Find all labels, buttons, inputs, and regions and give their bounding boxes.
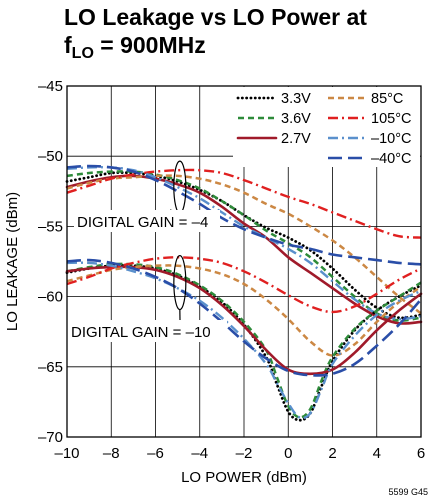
annotation-gain-10: DIGITAL GAIN = –10 [71,324,211,341]
x-tick-label: 6 [417,445,425,462]
legend-background [233,87,420,167]
x-tick-label: 0 [284,445,292,462]
series-line-gain-10 [66,256,422,314]
x-tick-label: –4 [191,445,208,462]
title-subscript: LO [71,45,94,62]
legend-label: 3.3V [281,91,311,107]
gain-10-label-bg [67,320,227,342]
series-line-gain-4 [66,174,422,315]
x-tick-label: 2 [328,445,336,462]
annotation-gain-4: DIGITAL GAIN = –4 [77,214,208,231]
x-axis-label: LO POWER (dBm) [181,469,307,486]
legend-label: 3.6V [281,111,311,127]
series-line-gain-10 [66,258,422,377]
legend-label: –40°C [371,151,411,167]
series-line-gain-4 [66,168,422,239]
y-tick-label: –45 [38,78,63,95]
x-tick-label: –2 [236,445,253,462]
gain-10-ellipse [173,254,187,311]
y-tick-label: –50 [38,148,63,165]
x-tick-label: 4 [373,445,381,462]
x-tick-label: –8 [103,445,120,462]
series-line-gain-4 [66,164,422,266]
series-line-gain-10 [66,261,422,420]
title-rest: = 900MHz [93,32,206,58]
legend-label: 2.7V [281,131,311,147]
tick-labels: –10 –8 –6 –4 –2 0 2 4 6 –70 –65 –60 –55 –50 –45 [38,78,425,462]
x-tick-label: –10 [54,445,79,462]
chart-title-line2: fLO = 900MHz [64,32,206,67]
series-line-gain-4 [66,170,422,322]
y-tick-label: –55 [38,218,63,235]
legend-label: 85°C [371,91,403,107]
chart-title-line1: LO Leakage vs LO Power at [64,4,367,30]
series-line-gain-10 [66,262,422,419]
series-line-gain-4 [65,171,423,320]
legend: 3.3V 3.6V 2.7V 85°C 105°C –10°C –40°C [233,87,420,167]
annotations: DIGITAL GAIN = –4 DIGITAL GAIN = –10 [67,160,227,342]
part-number: 5599 G45 [388,487,428,497]
plot-frame [66,85,422,438]
y-tick-label: –60 [38,289,63,306]
title-f: f [64,32,72,58]
legend-label: –10°C [371,131,411,147]
y-tick-label: –65 [38,359,63,376]
gain-4-label-bg [74,210,220,232]
x-tick-label: –6 [147,445,164,462]
y-tick-label: –70 [38,429,63,446]
y-axis-label: LO LEAKAGE (dBm) [4,192,21,331]
legend-label: 105°C [371,111,411,127]
series-lines [65,164,423,422]
